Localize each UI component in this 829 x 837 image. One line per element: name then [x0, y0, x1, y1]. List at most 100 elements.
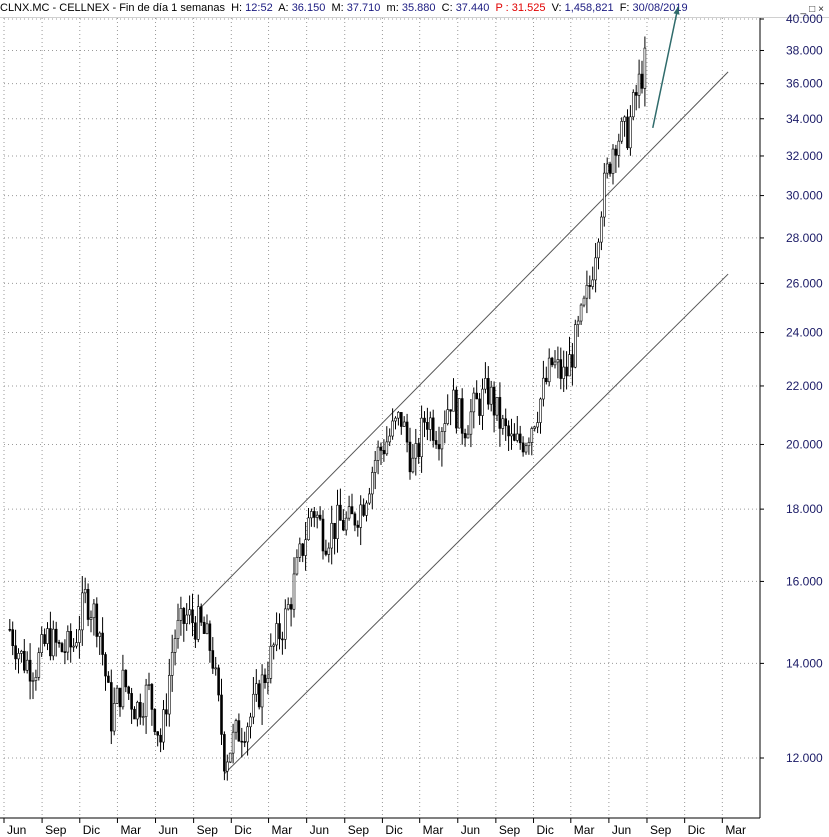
y-tick-label: 22.000 [786, 379, 823, 393]
candle-body [78, 629, 81, 643]
candle-body [588, 285, 592, 287]
forecast-arrow-shaft [652, 6, 679, 129]
candle-body [405, 421, 409, 443]
window-controls[interactable]: _□× [800, 4, 827, 15]
candle-body [199, 606, 203, 623]
candle-body [318, 514, 322, 520]
candle-body [614, 148, 618, 156]
candle-body [365, 502, 368, 516]
candle-body [185, 614, 188, 624]
candle-body [475, 392, 478, 400]
candle-body [336, 504, 339, 540]
candle-body [136, 702, 139, 720]
price-axis: 12.000 14.000 16.000 18.000 20.000 22.000 24.0… [760, 12, 823, 765]
x-tick-label: Sep [348, 823, 370, 837]
x-tick-label: Dic [537, 823, 554, 837]
candle-body [481, 388, 484, 416]
p-label: P : [495, 2, 509, 14]
channel-upper-line [199, 71, 729, 610]
candle-body [165, 709, 168, 715]
candle-body [597, 241, 600, 259]
candle-body [408, 441, 412, 473]
candle-body [330, 522, 333, 549]
candle-body [188, 609, 191, 616]
candle-body [257, 683, 261, 708]
candle-body [283, 608, 287, 640]
candle-body [504, 418, 507, 427]
candle-body [205, 623, 209, 634]
candle-body [173, 638, 177, 653]
candle-body [254, 683, 258, 695]
candle-body [417, 443, 420, 458]
candle-body [571, 354, 574, 368]
candle-body [260, 674, 264, 708]
candle-body [162, 709, 165, 743]
candle-body [191, 609, 194, 624]
candle-body [182, 608, 186, 624]
candle-body [623, 116, 626, 122]
candle-body [176, 619, 180, 639]
candle-body [484, 378, 487, 390]
candle-body [536, 422, 539, 428]
candle-body [359, 504, 362, 528]
y-tick-label: 16.000 [786, 574, 823, 588]
candle-body [156, 731, 159, 736]
candle-body [69, 631, 72, 648]
candle-body [379, 446, 383, 451]
candle-body [104, 654, 107, 677]
x-tick-label: Jun [7, 823, 26, 837]
candle-body [608, 163, 612, 174]
candle-body [539, 398, 542, 423]
candle-body [513, 433, 516, 441]
candle-body [388, 435, 391, 443]
candle-body [246, 726, 249, 743]
candle-body [298, 543, 302, 558]
candle-body [637, 73, 641, 96]
candle-body [295, 557, 299, 575]
candle-body [208, 623, 212, 651]
x-tick-label: Dic [83, 823, 100, 837]
candle-body [478, 398, 481, 416]
candle-body [130, 693, 133, 710]
candle-body [585, 285, 589, 299]
candle-body [92, 603, 96, 619]
candle-body [553, 361, 557, 366]
candle-body [399, 412, 403, 427]
candle-body [269, 645, 273, 679]
candle-body [275, 623, 278, 646]
symbol-title: CLNX.MC - CELLNEX - Fin de día 1 semanas [0, 2, 225, 14]
candle-body [144, 684, 148, 717]
candle-body [626, 116, 629, 149]
m-value: 37.710 [346, 2, 381, 14]
forecast-arrow [652, 6, 680, 129]
candle-body [263, 674, 267, 684]
y-tick-label: 32.000 [786, 149, 823, 163]
candle-body [402, 421, 406, 427]
candle-body [339, 504, 342, 521]
y-tick-label: 26.000 [786, 276, 823, 290]
candle-body [34, 677, 38, 681]
candle-body [347, 506, 351, 519]
candle-body [411, 457, 415, 473]
candle-body [640, 73, 644, 89]
candle-body [353, 513, 357, 526]
candle-body [324, 550, 328, 555]
y-tick-label: 20.000 [786, 437, 823, 451]
candle-body [547, 357, 551, 383]
candle-body [394, 417, 397, 422]
candle-body [150, 684, 154, 710]
candle-body [243, 741, 246, 743]
candle-body [141, 716, 145, 718]
candle-body [252, 693, 255, 718]
candle-body [426, 422, 429, 430]
candle-body [196, 606, 200, 640]
y-tick-label: 24.000 [786, 326, 823, 340]
mm-label: m: [386, 2, 399, 14]
candle-body [66, 631, 70, 653]
candle-body [17, 653, 20, 660]
candle-body [562, 366, 565, 379]
m-label: M: [331, 2, 344, 14]
candle-body [292, 573, 296, 610]
candle-body [542, 377, 545, 400]
candle-body [20, 650, 23, 654]
